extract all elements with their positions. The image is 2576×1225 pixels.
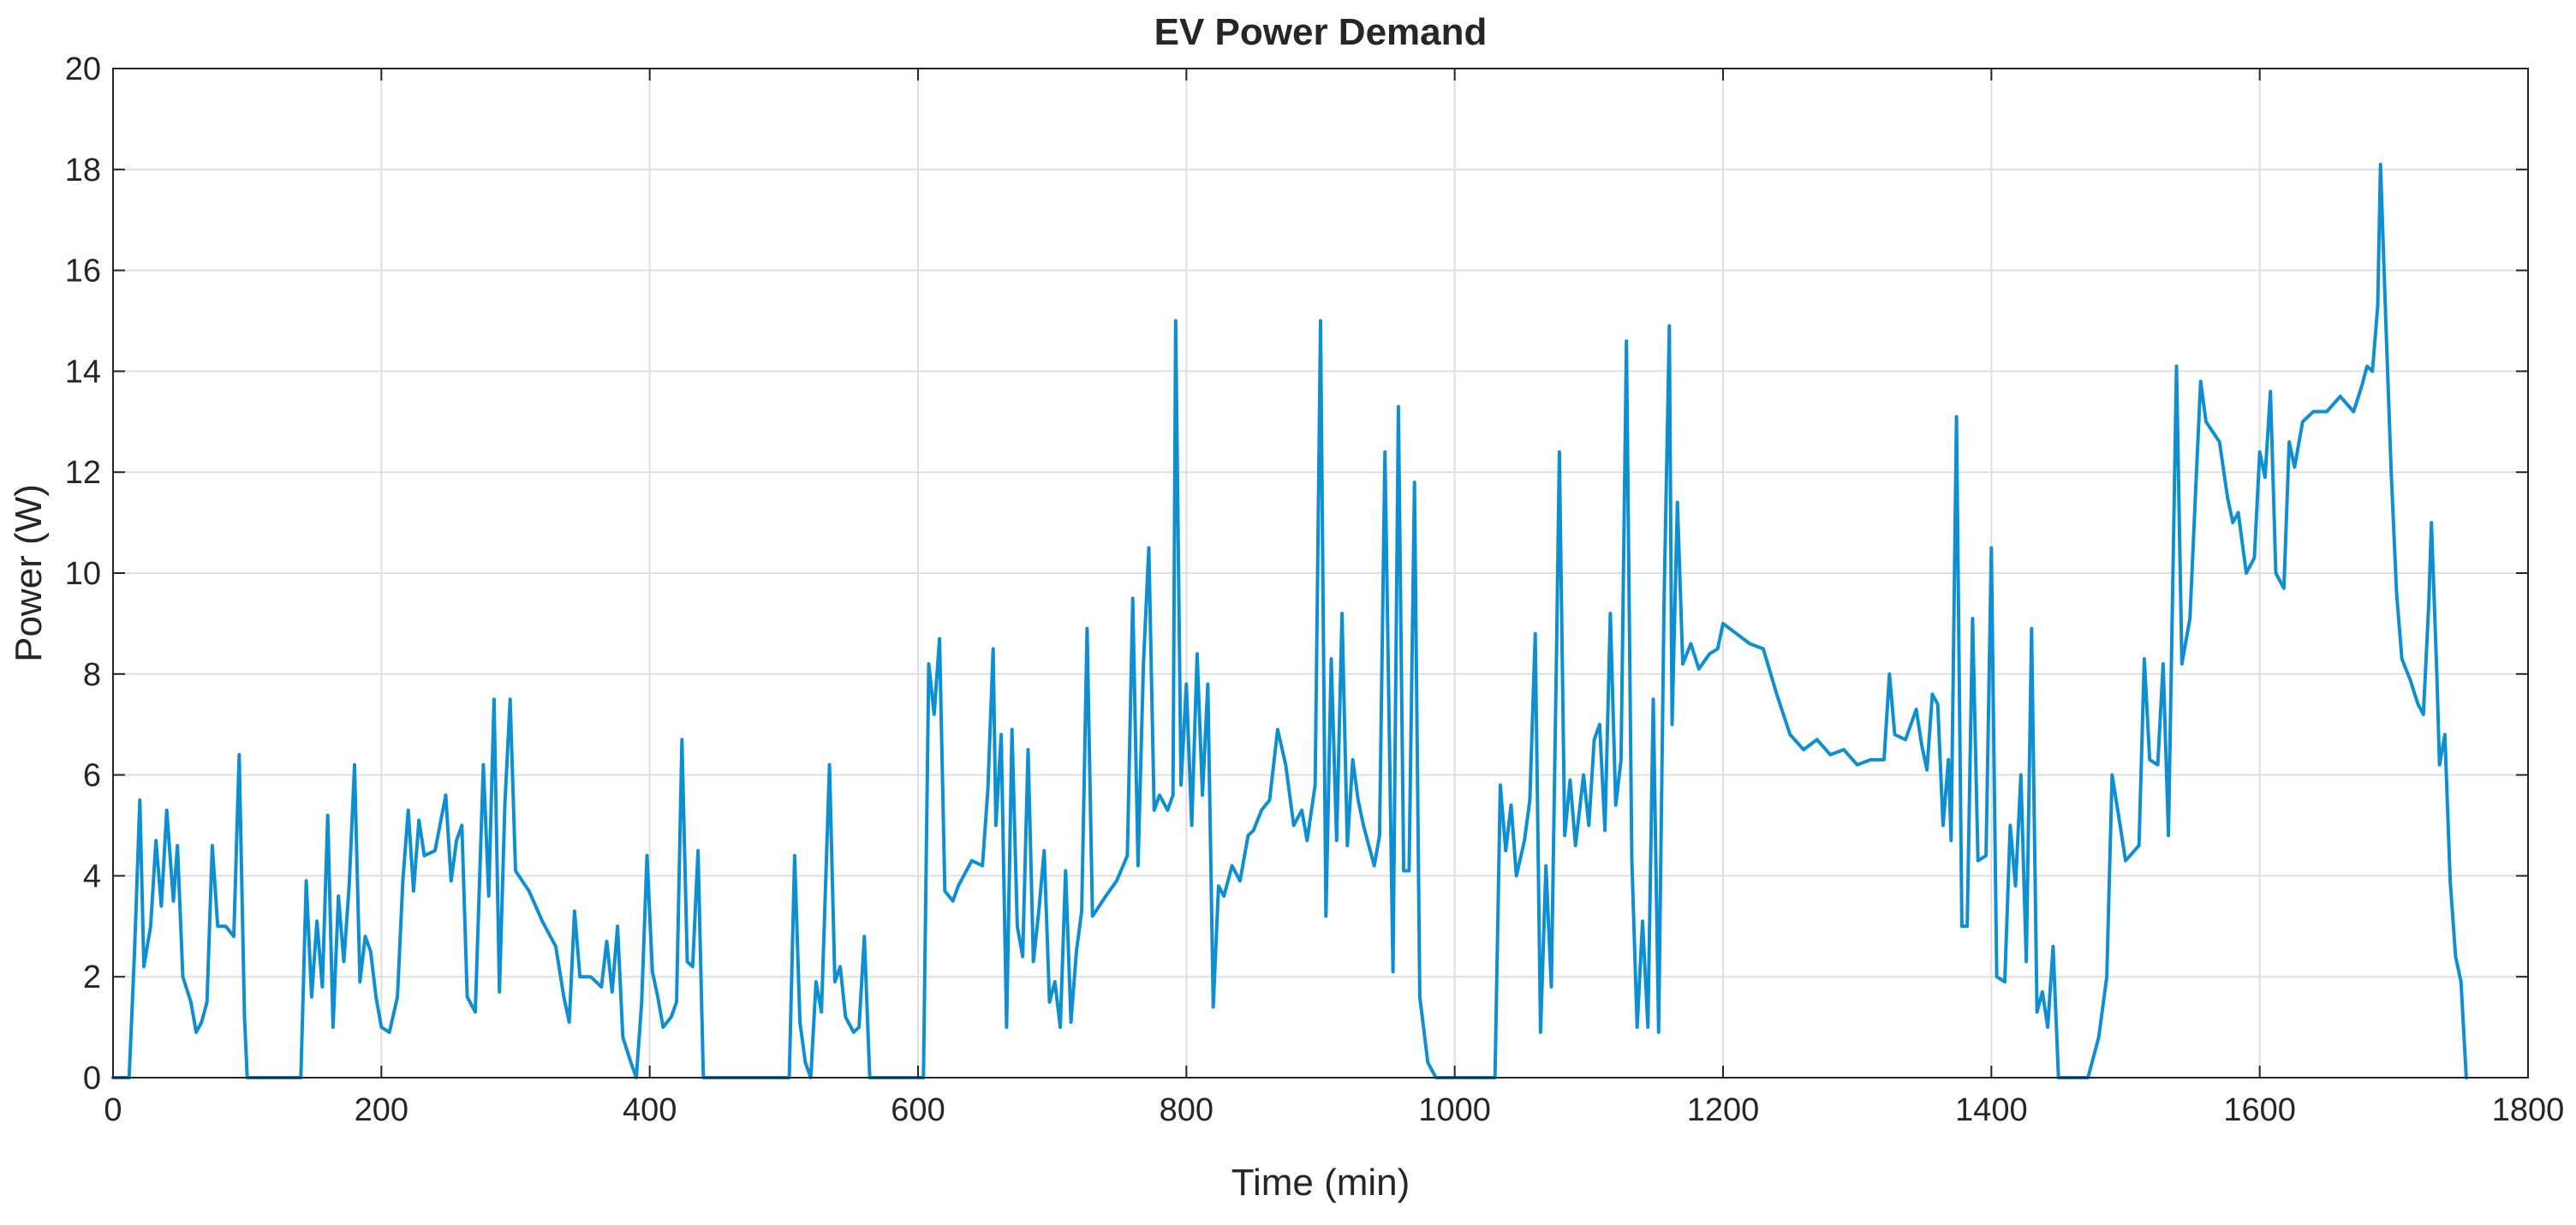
y-tick-label: 8 xyxy=(83,657,101,693)
power-demand-line xyxy=(111,162,2468,1079)
axis-ticks: 0 200 400 600 800 1000 1200 1400 1600 1800 0 2 4 6 8 10… xyxy=(65,51,2565,1128)
x-tick-label: 1400 xyxy=(1955,1092,2028,1128)
y-axis-label: Power (W) xyxy=(8,484,50,662)
x-tick-label: 200 xyxy=(355,1092,408,1128)
y-tick-label: 10 xyxy=(65,556,101,592)
y-tick-label: 2 xyxy=(83,959,101,995)
y-tick-label: 6 xyxy=(83,758,101,794)
chart-title: EV Power Demand xyxy=(1154,11,1488,53)
x-tick-label: 1200 xyxy=(1687,1092,1760,1128)
x-tick-label: 800 xyxy=(1160,1092,1213,1128)
x-tick-label: 600 xyxy=(891,1092,945,1128)
series-layer xyxy=(111,162,2468,1079)
x-tick-label: 400 xyxy=(623,1092,677,1128)
x-tick-label: 1800 xyxy=(2492,1092,2565,1128)
y-tick-label: 0 xyxy=(83,1061,101,1097)
y-tick-label: 12 xyxy=(65,455,101,491)
x-tick-label: 1000 xyxy=(1418,1092,1491,1128)
y-tick-label: 18 xyxy=(65,152,101,188)
x-axis-label: Time (min) xyxy=(1231,1162,1410,1204)
y-tick-label: 4 xyxy=(83,858,101,894)
x-tick-label: 1600 xyxy=(2223,1092,2296,1128)
y-tick-label: 20 xyxy=(65,51,101,87)
y-tick-label: 16 xyxy=(65,254,101,290)
x-tick-label: 0 xyxy=(104,1092,122,1128)
y-tick-label: 14 xyxy=(65,354,101,390)
